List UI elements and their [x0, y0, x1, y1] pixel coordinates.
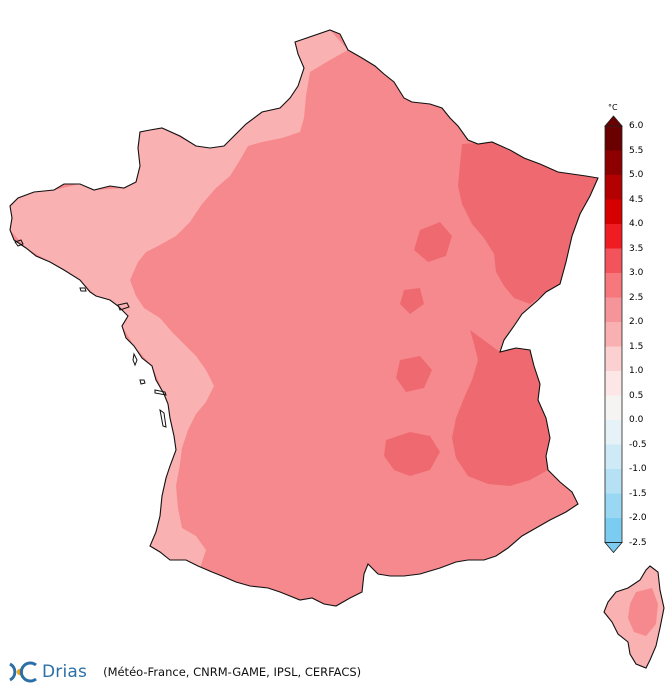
island-ouessant	[14, 239, 24, 247]
island-noirmoutier	[132, 352, 138, 367]
france-dark-zone	[384, 142, 598, 486]
legend-swatch	[605, 248, 622, 273]
france-outline	[9, 29, 599, 607]
drias-logo-text: Drias	[42, 662, 88, 682]
legend-tick-label: -0.5	[629, 439, 647, 450]
legend-swatch	[605, 469, 622, 494]
legend-tick-label: 1.5	[629, 341, 644, 352]
color-scale-legend: °C 6.0 5.5 5.0 4.5 4.0 3.5 3.0 2.5 2.0 1.5 1.0 0.5 0…	[600, 100, 660, 560]
legend-swatch	[605, 150, 622, 175]
legend-color-bar	[604, 115, 623, 554]
legend-swatch	[605, 126, 622, 151]
legend-tick-label: -1.0	[629, 464, 647, 474]
legend-frame	[604, 125, 623, 543]
legend-tick-label: -1.5	[629, 488, 647, 499]
legend-tick-label: 2.5	[629, 292, 644, 303]
legend-swatch	[605, 199, 622, 224]
islands-group	[14, 239, 167, 428]
legend-arrow-bottom	[604, 542, 623, 554]
legend-swatch	[605, 493, 622, 518]
legend-tick-label: -2.5	[629, 537, 647, 548]
legend-arrow-top	[604, 115, 623, 127]
legend-swatch	[605, 371, 622, 396]
legend-tick-label: 6.0	[629, 121, 644, 131]
legend-swatch	[605, 444, 622, 469]
legend-tick-label: 2.0	[629, 317, 644, 327]
island-groix	[79, 287, 87, 292]
island-belle-ile	[117, 302, 130, 311]
legend-swatch	[605, 175, 622, 200]
legend-swatch	[605, 273, 622, 298]
data-credits: (Météo-France, CNRM-GAME, IPSL, CERFACS)	[103, 665, 362, 679]
drias-logo: Drias	[6, 660, 87, 684]
legend-unit: °C	[608, 103, 618, 112]
island-oleron	[159, 408, 167, 428]
legend-swatch	[605, 420, 622, 445]
legend-swatch	[605, 224, 622, 249]
island-re	[154, 389, 167, 396]
legend-swatch	[605, 518, 622, 543]
legend-tick-label: 4.0	[629, 219, 644, 229]
legend-swatch	[605, 346, 622, 371]
legend-tick-label: 0.5	[629, 390, 644, 401]
legend-swatch	[605, 395, 622, 420]
corsica-dark-zone	[628, 588, 658, 636]
france-light-zone	[10, 30, 348, 568]
legend-tick-label: -2.0	[629, 513, 647, 523]
legend-swatch	[605, 297, 622, 322]
footer: Drias (Météo-France, CNRM-GAME, IPSL, CE…	[6, 659, 426, 685]
legend-tick-label: 4.5	[629, 194, 644, 205]
legend-swatch	[605, 322, 622, 347]
legend-tick-label: 3.0	[629, 268, 644, 278]
corsica-outline	[603, 565, 665, 669]
legend-tick-label: 5.0	[629, 170, 644, 180]
legend-tick-label: 0.0	[629, 415, 644, 425]
legend-tick-label: 5.5	[629, 145, 644, 156]
legend-tick-label: 1.0	[629, 366, 644, 376]
legend-tick-label: 3.5	[629, 243, 644, 254]
drias-logo-icon	[9, 661, 37, 683]
island-yeu	[139, 379, 146, 385]
